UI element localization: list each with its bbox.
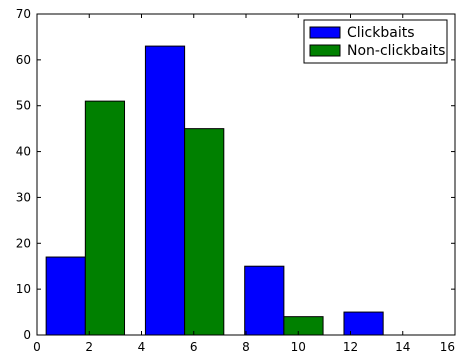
y-tick-label: 10 bbox=[16, 282, 31, 296]
x-tick-label: 12 bbox=[343, 340, 358, 352]
bar-clickbaits-1 bbox=[144, 45, 186, 336]
y-tick-label: 0 bbox=[23, 328, 31, 342]
x-tick-label: 4 bbox=[138, 340, 146, 352]
bar-clickbaits-3 bbox=[343, 311, 384, 336]
bars-layer bbox=[45, 45, 384, 336]
y-tick-label: 50 bbox=[16, 99, 31, 113]
x-tick-label: 8 bbox=[242, 340, 250, 352]
x-tick-label: 2 bbox=[85, 340, 93, 352]
ticks-layer: 0 2 4 6 8 10 12 14 16 0 10 20 30 40 50 60 70 bbox=[16, 7, 456, 352]
x-tick-label: 14 bbox=[395, 340, 410, 352]
bar-clickbaits-2 bbox=[244, 265, 285, 336]
y-tick-label: 60 bbox=[16, 53, 31, 67]
x-tick-label: 10 bbox=[291, 340, 306, 352]
bar-non-clickbaits-0 bbox=[84, 100, 126, 336]
legend-label-clickbaits: Clickbaits bbox=[347, 25, 415, 41]
legend-swatch-clickbaits bbox=[309, 26, 341, 39]
legend-label-non-clickbaits: Non-clickbaits bbox=[347, 43, 445, 59]
y-tick-label: 70 bbox=[16, 7, 31, 21]
y-tick-label: 40 bbox=[16, 145, 31, 159]
x-tick-label: 0 bbox=[33, 340, 41, 352]
x-tick-label: 16 bbox=[440, 340, 455, 352]
y-tick-label: 20 bbox=[16, 236, 31, 250]
bar-clickbaits-0 bbox=[45, 256, 86, 336]
legend: Clickbaits Non-clickbaits bbox=[303, 19, 448, 64]
bar-non-clickbaits-2 bbox=[283, 316, 324, 336]
x-tick-label: 6 bbox=[190, 340, 198, 352]
legend-swatch-non-clickbaits bbox=[309, 44, 341, 57]
y-tick-label: 30 bbox=[16, 190, 31, 204]
bar-non-clickbaits-1 bbox=[184, 128, 225, 336]
